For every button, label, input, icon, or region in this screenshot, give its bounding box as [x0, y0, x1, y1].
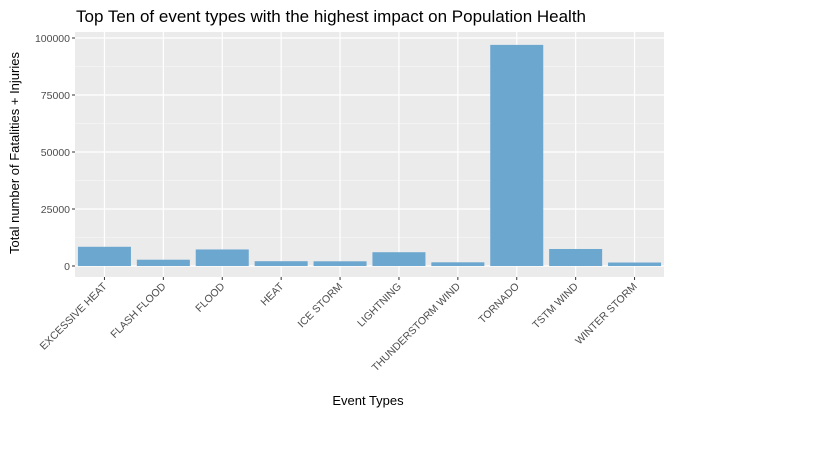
bar [195, 249, 249, 266]
x-tick-label: FLASH FLOOD [108, 280, 168, 340]
bars [77, 44, 662, 266]
bar [372, 252, 426, 266]
y-axis-title: Total number of Fatalities + Injuries [7, 52, 22, 254]
y-axis: 0 25000 50000 75000 100000 [35, 33, 75, 273]
x-axis-title: Event Types [332, 393, 404, 408]
y-tick-label: 50000 [41, 147, 70, 159]
x-tick-label: HEAT [259, 280, 287, 308]
bar [490, 44, 544, 266]
y-tick-label: 100000 [35, 33, 70, 45]
x-tick-label: ICE STORM [296, 281, 346, 331]
bar [431, 262, 485, 266]
x-tick-label: FLOOD [193, 280, 227, 314]
bar [136, 259, 190, 266]
plot-panel [75, 32, 664, 277]
bar [313, 261, 367, 266]
bar [549, 248, 603, 266]
bar [254, 261, 308, 266]
x-tick-label: TSTM WIND [530, 280, 581, 331]
y-tick-label: 0 [64, 261, 70, 273]
y-tick-label: 25000 [41, 204, 70, 216]
x-tick-label: LIGHTNING [355, 281, 404, 330]
chart-title: Top Ten of event types with the highest … [76, 7, 586, 26]
x-tick-label: EXCESSIVE HEAT [38, 280, 110, 352]
bar [77, 246, 131, 266]
bar [608, 262, 662, 266]
gridlines [75, 32, 664, 277]
x-tick-label: WINTER STORM [573, 281, 640, 348]
y-tick-label: 75000 [41, 90, 70, 102]
x-tick-label: TORNADO [476, 281, 521, 326]
